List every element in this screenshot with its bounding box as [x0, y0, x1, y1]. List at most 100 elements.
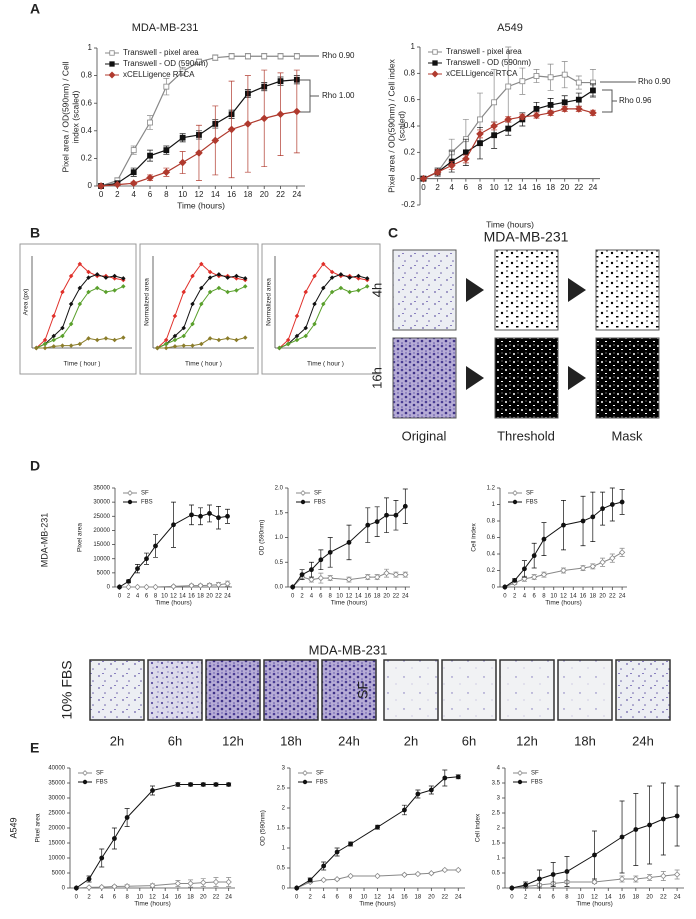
marker	[129, 179, 138, 188]
x-axis-label: Time (hours)	[134, 901, 171, 908]
marker	[523, 882, 529, 888]
marker	[216, 272, 222, 277]
marker	[190, 301, 195, 307]
marker	[125, 583, 132, 591]
series-line	[296, 776, 459, 889]
marker	[86, 876, 92, 882]
marker	[293, 107, 301, 116]
marker	[290, 584, 296, 590]
x-tick-label: 16	[580, 594, 587, 600]
x-tick-label: 16	[188, 594, 195, 600]
x-tick-label: 18	[187, 895, 194, 901]
y-tick-label: 25000	[48, 811, 65, 817]
x-tick-label: 6	[145, 594, 149, 600]
marker	[564, 869, 570, 874]
y-tick-label: 1	[88, 43, 93, 52]
x-tick-label: 22	[441, 895, 448, 901]
marker	[126, 578, 131, 584]
y-tick-label: 0.4	[404, 121, 416, 130]
y-axis-label: Normalized area	[266, 278, 273, 326]
marker	[531, 573, 538, 581]
x-tick-label: 14	[355, 594, 362, 600]
marker	[112, 288, 117, 293]
marker	[303, 289, 308, 295]
marker	[124, 815, 130, 820]
y-tick-label: 20000	[48, 826, 65, 832]
x-tick-label: 4	[450, 183, 455, 192]
marker	[321, 301, 326, 307]
series-line	[279, 285, 368, 349]
x-tick-label: 0	[510, 895, 514, 901]
marker	[619, 499, 625, 505]
marker	[646, 874, 653, 881]
marker	[215, 581, 222, 588]
marker	[207, 269, 213, 275]
y-tick-label: 1.0	[275, 535, 284, 541]
x-tick-label: 4	[538, 895, 542, 901]
marker	[181, 325, 186, 331]
marker	[212, 878, 220, 886]
marker	[531, 553, 537, 559]
marker	[579, 564, 587, 572]
legend-label: SF	[526, 491, 534, 497]
marker	[68, 301, 74, 307]
legend-marker	[512, 490, 518, 496]
x-axis-label: Time (hours)	[155, 600, 192, 607]
marker	[374, 519, 380, 525]
legend-label: xCELLigence RTCA	[123, 70, 195, 79]
marker	[317, 574, 325, 582]
x-tick-label: 10	[161, 594, 168, 600]
marker	[113, 180, 122, 189]
x-tick-label: 20	[428, 895, 435, 901]
marker	[327, 549, 333, 555]
marker	[149, 882, 156, 889]
marker	[200, 782, 206, 787]
marker	[575, 79, 582, 86]
micrograph	[557, 659, 613, 721]
marker	[599, 559, 606, 566]
x-tick-label: 20	[646, 895, 653, 901]
y-tick-label: 15000	[48, 841, 65, 847]
time-label: 6h	[462, 733, 476, 748]
column-label: Original	[402, 428, 447, 443]
y-tick-label: 0.0	[275, 585, 284, 591]
marker	[346, 540, 352, 545]
marker	[98, 883, 105, 891]
time-label: 2h	[404, 733, 418, 748]
y-tick-label: 0.2	[81, 154, 93, 163]
x-tick-label: 16	[401, 895, 408, 901]
panel-frame	[19, 243, 137, 375]
marker	[546, 109, 555, 117]
marker	[112, 836, 117, 841]
column-label: Threshold	[497, 428, 555, 443]
marker	[200, 879, 207, 886]
marker	[94, 272, 100, 277]
y-tick-label: 2	[282, 806, 286, 812]
legend-label: SF	[316, 771, 324, 777]
legend-marker	[109, 61, 115, 67]
marker	[181, 343, 186, 348]
marker	[600, 506, 605, 512]
legend-label: Transwell - pixel area	[123, 48, 199, 57]
marker	[505, 83, 512, 90]
micrograph	[89, 659, 145, 721]
micrograph	[321, 659, 377, 721]
micrograph	[263, 659, 319, 721]
x-tick-label: 14	[388, 895, 395, 901]
marker	[550, 872, 556, 877]
panel-letter: D	[30, 458, 40, 474]
marker	[130, 169, 137, 176]
x-tick-label: 22	[393, 594, 400, 600]
marker	[60, 333, 65, 339]
marker	[477, 140, 483, 147]
marker	[364, 276, 370, 281]
legend-label: SF	[141, 491, 149, 497]
marker	[402, 807, 407, 813]
y-tick-label: 3.5	[492, 781, 501, 787]
marker	[401, 871, 408, 878]
rho-bracket	[292, 79, 319, 113]
rho-bracket	[602, 89, 617, 113]
marker	[537, 876, 542, 882]
x-axis-label: Time (hours)	[359, 901, 396, 908]
marker	[455, 866, 462, 874]
